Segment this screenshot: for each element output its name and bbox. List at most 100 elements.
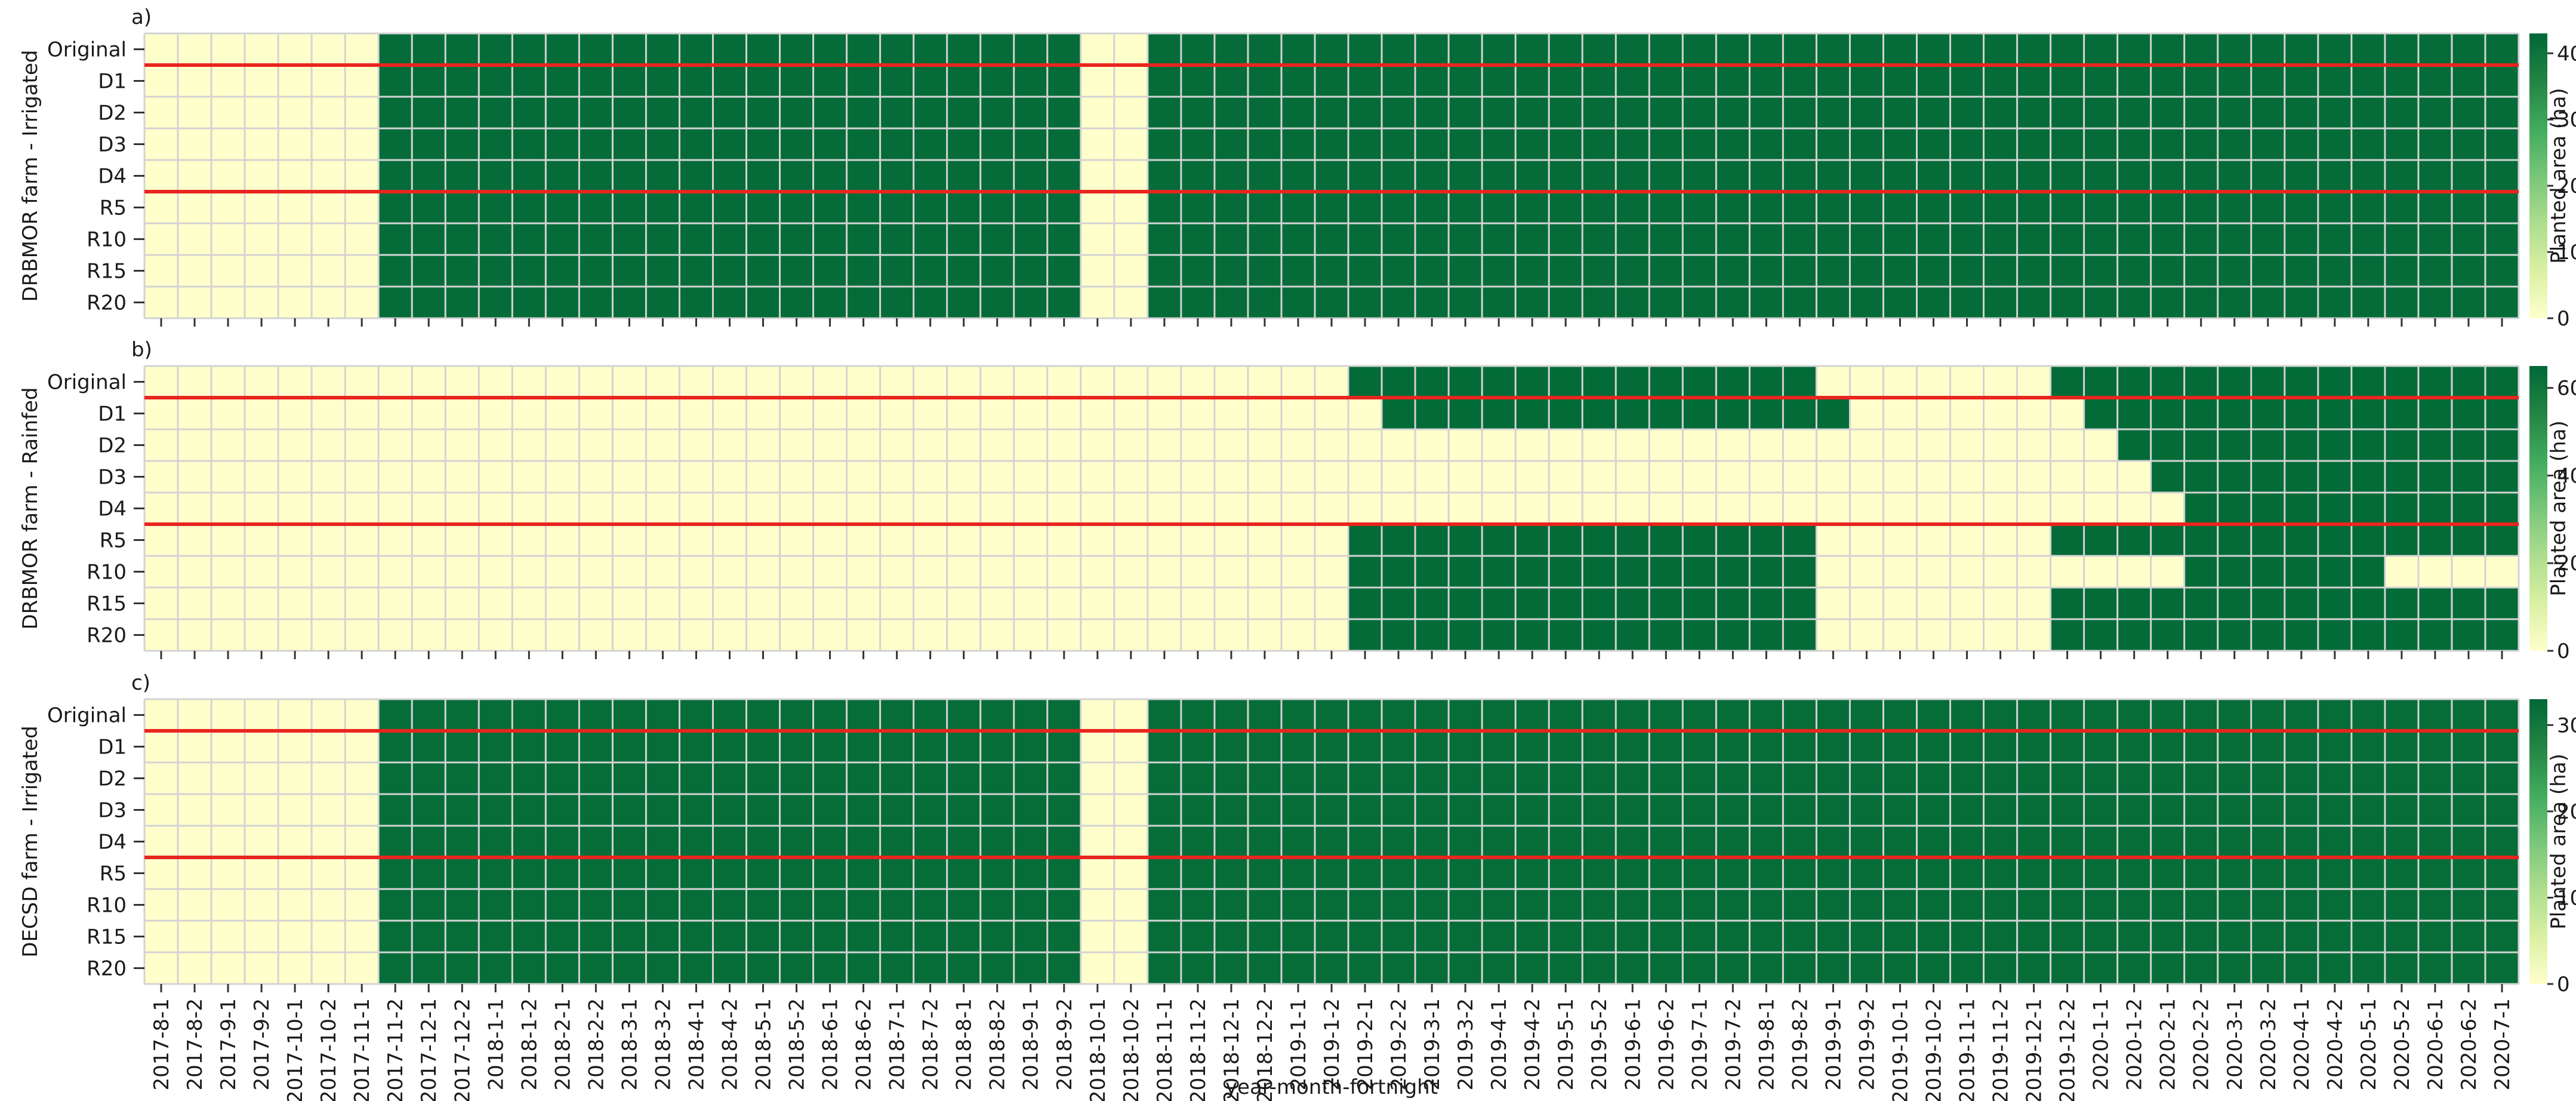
heatmap-cell	[2150, 287, 2185, 319]
heatmap-cell	[1515, 398, 1549, 430]
heatmap-cell	[211, 223, 245, 256]
heatmap-cell	[2284, 857, 2319, 890]
heatmap-cell	[679, 160, 713, 192]
heatmap-cell	[1850, 794, 1884, 826]
heatmap-cell	[479, 429, 513, 462]
heatmap-cell	[1749, 826, 1783, 858]
heatmap-cell	[1683, 762, 1717, 795]
heatmap-cell	[144, 128, 178, 161]
heatmap-cell	[1415, 794, 1449, 826]
heatmap-cell	[746, 556, 781, 588]
heatmap-cell	[1515, 826, 1549, 858]
heatmap-cell	[1816, 461, 1850, 493]
heatmap-cell	[612, 794, 646, 826]
heatmap-cell	[445, 65, 479, 97]
heatmap-cell	[178, 921, 212, 953]
heatmap-cell	[2284, 65, 2319, 97]
heatmap-cell	[2217, 524, 2252, 556]
heatmap-cell	[1415, 255, 1449, 287]
x-tick-label: 2017-8-2	[183, 998, 207, 1090]
heatmap-cell	[2284, 556, 2319, 588]
heatmap-cell	[1080, 192, 1115, 224]
heatmap-cell	[2318, 398, 2352, 430]
heatmap-cell	[1482, 619, 1516, 651]
heatmap-cell	[1147, 619, 1182, 651]
heatmap-cell	[646, 398, 680, 430]
heatmap-cell	[679, 952, 713, 985]
heatmap-cell	[1883, 287, 1917, 319]
heatmap-cell	[1582, 857, 1616, 890]
heatmap-cell	[1114, 794, 1148, 826]
heatmap-cell	[880, 619, 914, 651]
heatmap-cell	[713, 762, 747, 795]
heatmap-cell	[1482, 699, 1516, 731]
heatmap-cell	[345, 921, 379, 953]
heatmap-cell	[1080, 366, 1115, 398]
heatmap-cell	[2485, 366, 2519, 398]
heatmap-cell	[779, 588, 814, 620]
heatmap-cell	[880, 826, 914, 858]
heatmap-cell	[1850, 366, 1884, 398]
heatmap-cell	[2251, 493, 2285, 525]
heatmap-cell	[312, 461, 346, 493]
heatmap-cell	[1247, 524, 1282, 556]
heatmap-cell	[1080, 619, 1115, 651]
heatmap-cell	[980, 762, 1015, 795]
heatmap-cell	[1649, 461, 1683, 493]
heatmap-cell	[1783, 889, 1817, 921]
heatmap-cell	[713, 398, 747, 430]
heatmap-cell	[345, 493, 379, 525]
heatmap-cell	[1482, 429, 1516, 462]
heatmap-cell	[2184, 287, 2218, 319]
heatmap-cell	[1683, 619, 1717, 651]
heatmap-cell	[2418, 398, 2452, 430]
heatmap-cell	[278, 699, 312, 731]
heatmap-cell	[1181, 699, 1215, 731]
heatmap-cell	[378, 762, 412, 795]
heatmap-cell	[2451, 952, 2486, 985]
heatmap-cell	[1683, 255, 1717, 287]
heatmap-cell	[713, 524, 747, 556]
heatmap-cell	[2485, 524, 2519, 556]
heatmap-cell	[2384, 826, 2419, 858]
heatmap-cell	[1883, 762, 1917, 795]
heatmap-cell	[1683, 826, 1717, 858]
heatmap-cell	[1080, 762, 1115, 795]
heatmap-cell	[1013, 921, 1048, 953]
heatmap-cell	[2017, 826, 2051, 858]
heatmap-cell	[1482, 65, 1516, 97]
heatmap-cell	[378, 223, 412, 256]
heatmap-cell	[2284, 731, 2319, 763]
heatmap-cell	[2017, 192, 2051, 224]
heatmap-cell	[1649, 699, 1683, 731]
heatmap-cell	[479, 619, 513, 651]
heatmap-cell	[2318, 889, 2352, 921]
heatmap-cell	[1582, 794, 1616, 826]
heatmap-cell	[1214, 65, 1249, 97]
x-tick-label: 2019-7-1	[1688, 998, 1712, 1090]
heatmap-cell	[1382, 287, 1416, 319]
panel-label: a)	[131, 5, 152, 29]
heatmap-cell	[2384, 398, 2419, 430]
heatmap-cell	[2050, 731, 2085, 763]
heatmap-cell	[2050, 952, 2085, 985]
heatmap-cell	[1549, 857, 1583, 890]
row-label: D2	[98, 767, 127, 791]
heatmap-cell	[2251, 699, 2285, 731]
heatmap-cell	[1348, 731, 1382, 763]
heatmap-cell	[2384, 429, 2419, 462]
heatmap-cell	[1883, 731, 1917, 763]
heatmap-cell	[2050, 857, 2085, 890]
heatmap-cell	[312, 921, 346, 953]
heatmap-cell	[1247, 857, 1282, 890]
heatmap-cell	[144, 826, 178, 858]
heatmap-cell	[245, 429, 279, 462]
heatmap-cell	[479, 223, 513, 256]
heatmap-cell	[2217, 398, 2252, 430]
heatmap-cell	[1080, 128, 1115, 161]
heatmap-cell	[1549, 952, 1583, 985]
heatmap-cell	[579, 588, 613, 620]
heatmap-cell	[445, 160, 479, 192]
heatmap-cell	[2184, 461, 2218, 493]
x-tick-label: 2019-12-1	[2023, 998, 2047, 1101]
